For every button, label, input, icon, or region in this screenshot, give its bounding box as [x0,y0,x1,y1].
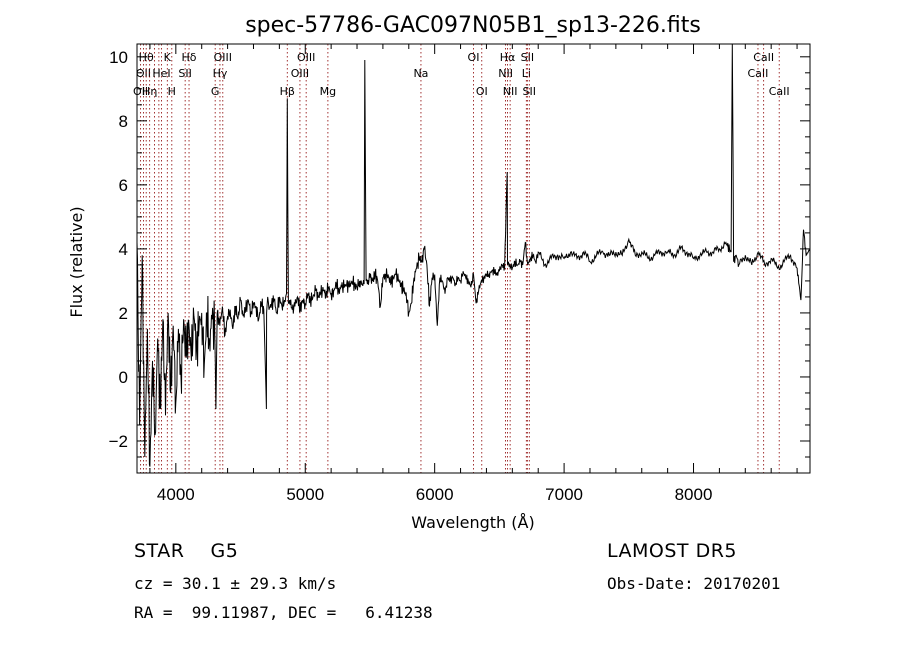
line-marker-label: Hβ [280,85,295,98]
coords-label: RA = 99.11987, DEC = 6.41238 [134,603,433,622]
line-marker-label: Hα [500,51,516,64]
obs-date-label: Obs-Date: 20170201 [607,574,781,593]
y-tick-label: −2 [109,432,128,451]
spectrum-line [136,43,811,467]
x-tick-label: 8000 [675,485,713,504]
series-group [136,43,811,467]
x-tick-label: 5000 [286,485,324,504]
y-axis-label: Flux (relative) [67,206,86,317]
line-marker-label: Hγ [213,67,228,80]
line-marker-label: CaII [769,85,790,98]
redshift-label: cz = 30.1 ± 29.3 km/s [134,574,337,593]
y-tick-label: 4 [119,240,128,259]
line-marker-label: Li [522,67,531,80]
line-marker-label: OI [476,85,488,98]
y-tick-label: 6 [119,176,128,195]
y-tick-label: 0 [119,368,128,387]
classification-label: STAR G5 [134,540,239,562]
line-marker-label: CaII [753,51,774,64]
y-tick-label: 8 [119,112,128,131]
line-marker-label: Hδ [182,51,197,64]
x-axis-label: Wavelength (Å) [411,513,534,532]
line-marker-label: NII [498,67,513,80]
line-marker-label: OIII [214,51,232,64]
line-marker-label: G [211,85,220,98]
line-markers: OIIOIIHθHηHeIKHSIIHδGHγOIIIHβOIIIOIIIMgN… [133,44,790,473]
line-marker-label: K [164,51,172,64]
plot-frame [136,43,811,474]
x-tick-label: 4000 [157,485,195,504]
x-tick-label: 7000 [545,485,583,504]
line-marker-label: NII [503,85,518,98]
y-tick-label: 10 [109,48,128,67]
line-marker-label: SII [523,85,536,98]
line-marker-label: CaII [748,67,769,80]
chart-title: spec-57786-GAC097N05B1_sp13-226.fits [245,13,701,38]
y-axis-ticks: −2 0 2 4 6 8 10 [109,48,810,458]
line-marker-label: OIII [297,51,315,64]
x-tick-label: 6000 [416,485,454,504]
line-marker-label: SII [178,67,191,80]
line-marker-label: HeI [152,67,170,80]
line-marker-label: Mg [320,85,336,98]
line-marker-label: OII [136,67,151,80]
line-marker-label: OI [468,51,480,64]
line-marker-label: Hθ [139,51,154,64]
survey-label: LAMOST DR5 [607,540,737,562]
line-marker-label: SII [521,51,534,64]
line-marker-label: OIII [291,67,309,80]
line-marker-label: H [168,85,176,98]
x-axis-ticks: 4000 5000 6000 7000 8000 [149,44,798,504]
y-tick-label: 2 [119,304,128,323]
line-marker-label: Hη [142,85,157,98]
line-marker-label: Na [413,67,428,80]
